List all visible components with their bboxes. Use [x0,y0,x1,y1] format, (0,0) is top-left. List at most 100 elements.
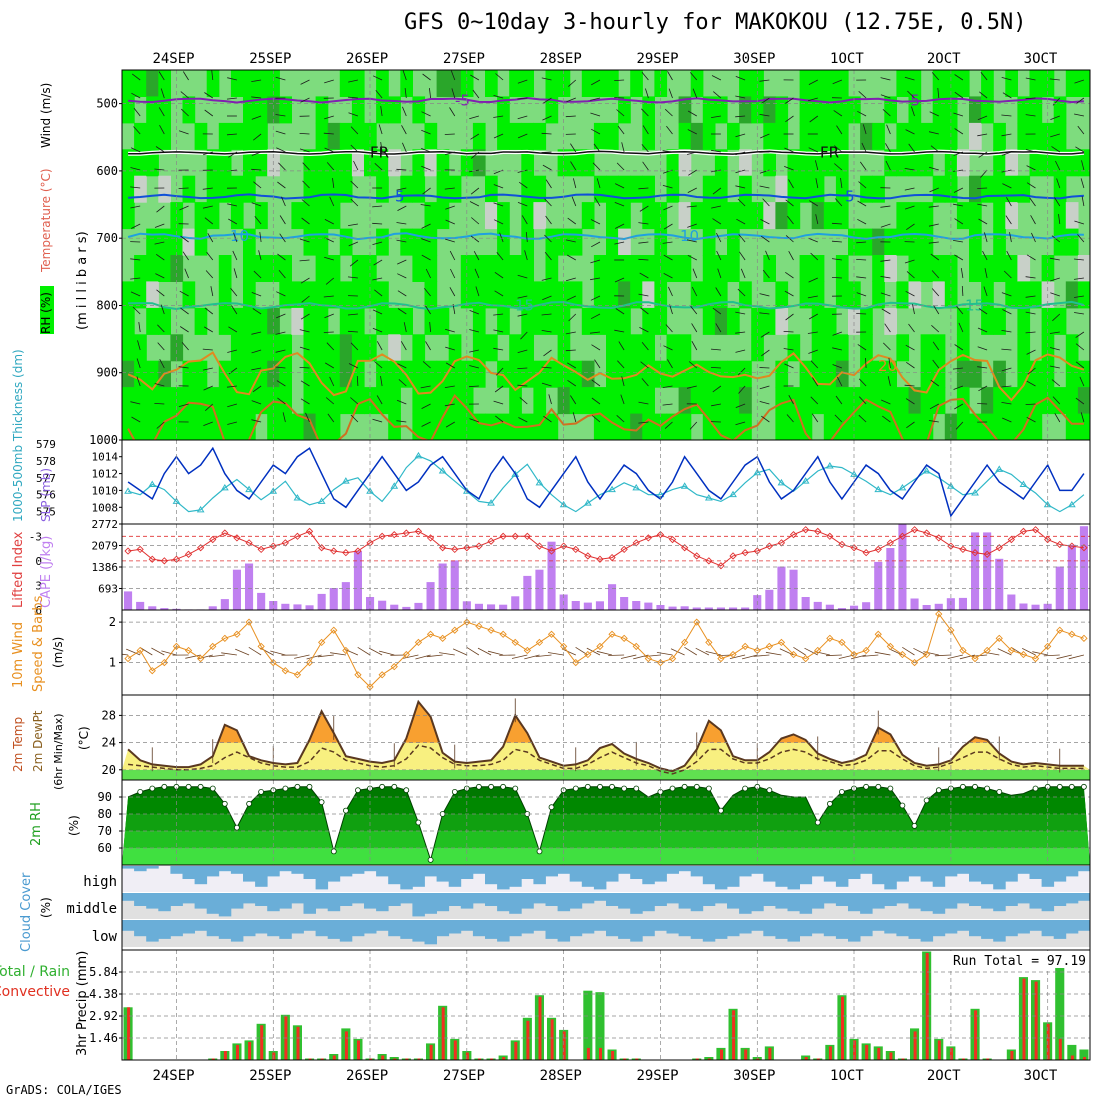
rh-cell [412,255,426,282]
rh-cell [811,70,825,97]
wind-barb [638,421,649,424]
footer-credit: GrADS: COLA/IGES [6,1083,122,1097]
wind-barb [590,97,601,101]
rh-cell [533,202,547,230]
rh-cell [327,122,341,150]
cloud-bar [981,920,994,939]
wind-barb [471,217,480,225]
rh-point [185,783,192,790]
wind-barb [1001,330,1012,333]
wind-barb [620,394,625,405]
wind-barb [614,97,625,99]
wind-barb [1056,178,1061,189]
wind-barb [639,327,649,333]
wind-barb [300,277,310,284]
precip-total-bar [1055,960,1065,1060]
wind-barb [397,273,407,279]
rh-cell [351,149,365,177]
rh-cell [267,70,280,97]
wind-barb [1001,367,1012,372]
rh-cell [872,281,885,309]
wind-barb [807,331,818,334]
rh-point [488,783,495,790]
wind-barb [326,342,335,351]
rh-cell [134,175,147,203]
wind-barb [259,232,262,243]
wind-barb [977,346,988,351]
cloud-bar [944,866,958,877]
wind-barb [953,203,963,207]
rh-cell [908,255,922,282]
cloud-bar [848,866,861,879]
wind-barb [815,160,819,171]
wind-barb [689,72,698,81]
rh-cell [376,307,389,335]
rh-cell [267,96,280,124]
day-label-top: 1OCT [830,51,864,67]
wind-barb [715,323,722,333]
wind-barb [712,385,722,393]
wind-barb [122,653,129,656]
wind-barb [568,313,577,322]
wind-barb [161,650,177,656]
wind-barb [1025,311,1036,315]
rh-tick: 80 [98,807,112,821]
rh-cell [364,334,377,362]
wind-barb [1025,114,1036,117]
wind-barb [977,327,988,333]
cloud-bar [1053,893,1067,906]
wind-barb [687,254,697,261]
cloud-bar [545,893,558,906]
rh-cell [485,255,498,282]
rh-cell [872,413,885,440]
wind-barb [227,349,238,353]
day-label-bottom: 26SEP [346,1068,388,1084]
rh-point [246,800,253,807]
cloud-bar [969,866,982,882]
rh-cell [521,255,534,282]
rh-cell [944,413,958,440]
wind-barb [596,178,601,189]
rh-cell [872,255,885,282]
cloud-bar [291,893,304,904]
wind-barb [445,346,455,351]
cloud-bar [364,866,377,872]
wind-barb [154,223,165,228]
wind-barb [729,654,746,659]
thickness-point [583,499,592,506]
rh-cell [303,281,317,309]
precip-convective-bar [381,1055,385,1060]
precip-convective-bar [853,1040,857,1060]
wind-barb [487,650,504,656]
cloud-bar [739,893,752,914]
rh-cell [932,334,946,362]
cloud-bar [666,893,679,904]
wind-barb [880,292,891,297]
wind-barb [517,367,528,369]
rh-cell [823,334,837,362]
wind-barb [977,115,988,121]
cloud-bar [460,866,474,879]
rh-cell [521,175,534,203]
wind-barb [715,287,722,297]
rh-point [863,783,869,790]
cloud-bar [376,920,389,931]
rh-cell [230,307,244,335]
wind-barb [348,79,358,83]
rh-cell [654,307,668,335]
lifted-index-point [269,542,277,550]
lifted-index-point [947,542,955,550]
cloud-bar [823,920,837,937]
cape-bar [535,569,544,610]
rh-cell [920,255,934,282]
wind-barb [210,286,214,297]
rh-cell [327,175,341,203]
contour-label: 20 [878,357,897,375]
day-label-top: 27SEP [443,51,485,67]
wind-barb [517,133,528,139]
wind-barb [278,162,286,171]
cloud-bar [182,866,195,879]
rh-cell [1077,360,1090,388]
rh-cell [315,175,329,203]
cloud-bar [533,893,546,904]
